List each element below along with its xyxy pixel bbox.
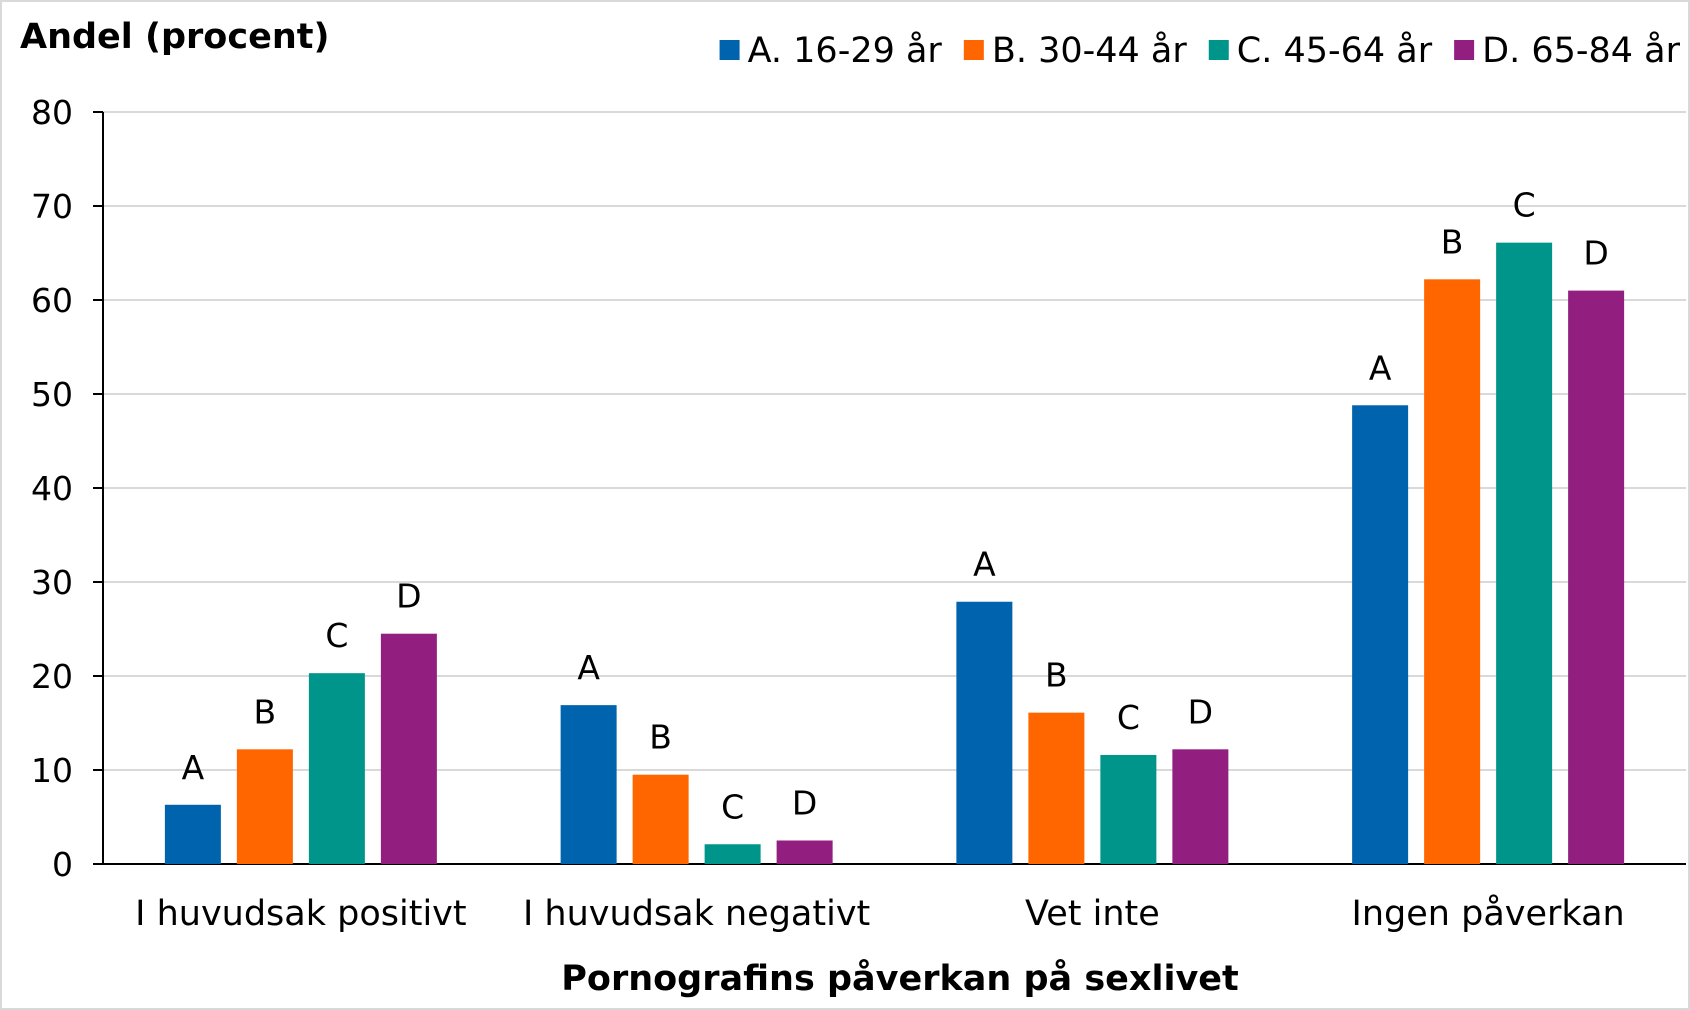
bars <box>164 242 1625 865</box>
legend: A. 16-29 år B. 30-44 år C. 45-64 år D. 65-8… <box>719 30 1681 71</box>
bar <box>560 705 617 864</box>
y-tick-label: 80 <box>31 93 73 132</box>
bar <box>380 633 437 864</box>
y-tick-label: 20 <box>31 657 73 696</box>
y-tick-labels: 0 10 20 30 40 50 60 70 80 <box>31 93 73 884</box>
bar-labels: A B C D A B C D A B C D A B C D <box>182 186 1609 827</box>
legend-swatch <box>719 40 740 60</box>
bar-label: A <box>182 748 205 787</box>
bar-label: A <box>1369 348 1392 387</box>
y-tick-label: 40 <box>31 469 73 508</box>
bar-label: B <box>254 692 277 731</box>
bar-label: C <box>1513 186 1536 225</box>
bar <box>164 804 221 864</box>
bar <box>956 601 1013 864</box>
bar <box>632 774 689 864</box>
y-tick-label: 60 <box>31 281 73 320</box>
axes <box>93 111 1686 865</box>
legend-swatch <box>963 40 984 60</box>
y-tick-label: 10 <box>31 751 73 790</box>
legend-swatch <box>1208 40 1229 60</box>
bar <box>1028 712 1085 864</box>
y-tick-label: 50 <box>31 375 73 414</box>
x-category-label: I huvudsak positivt <box>135 894 466 934</box>
x-axis-title: Pornografins påverkan på sexlivet <box>561 958 1239 999</box>
y-tick-label: 0 <box>52 845 73 884</box>
bar <box>776 840 833 864</box>
y-axis-title: Andel (procent) <box>20 17 329 57</box>
bar-label: D <box>396 577 421 616</box>
x-category-label: Ingen påverkan <box>1352 893 1625 934</box>
bar-label: D <box>1188 692 1213 731</box>
legend-label: D. 65-84 år <box>1482 30 1680 71</box>
bar-label: B <box>1441 222 1464 261</box>
bar-label: D <box>792 784 817 823</box>
bar <box>1424 279 1481 864</box>
bar-label: B <box>649 718 672 757</box>
x-category-label: I huvudsak negativt <box>523 894 870 934</box>
y-tick-label: 30 <box>31 563 73 602</box>
x-category-labels: I huvudsak positivt I huvudsak negativt Ve… <box>135 893 1625 934</box>
x-category-label: Vet inte <box>1025 894 1160 934</box>
bar <box>1100 754 1157 864</box>
bar <box>1352 405 1409 864</box>
bar <box>236 749 293 864</box>
bar-label: D <box>1583 234 1608 273</box>
bar <box>704 844 761 864</box>
bar-label: C <box>325 616 348 655</box>
gridlines <box>103 111 1686 771</box>
bar-label: A <box>577 648 600 687</box>
bar <box>1172 749 1229 864</box>
legend-label: A. 16-29 år <box>748 30 943 71</box>
y-tick-label: 70 <box>31 187 73 226</box>
bar <box>308 673 365 864</box>
legend-swatch <box>1454 40 1475 60</box>
bar <box>1496 242 1553 864</box>
bar-label: A <box>973 545 996 584</box>
legend-label: B. 30-44 år <box>992 30 1188 71</box>
bar <box>1568 290 1625 865</box>
bar-label: B <box>1045 656 1068 695</box>
bar-label: C <box>721 787 744 826</box>
legend-label: C. 45-64 år <box>1237 30 1433 71</box>
bar-label: C <box>1117 698 1140 737</box>
